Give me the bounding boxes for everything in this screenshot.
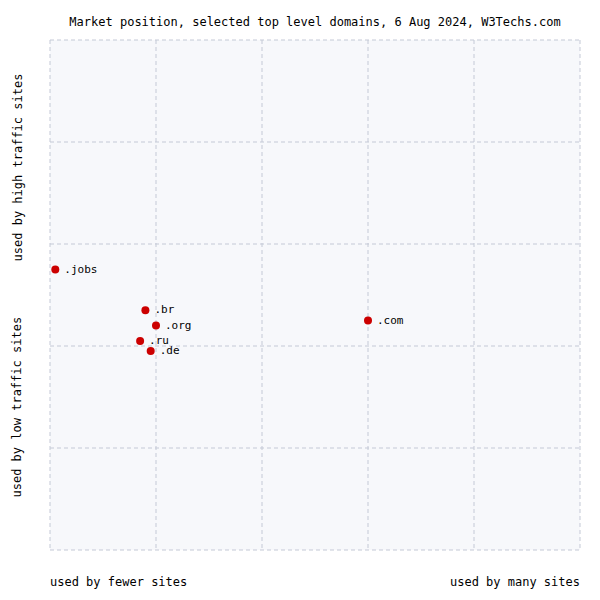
point-label: .de — [160, 344, 180, 357]
point-label: .br — [154, 303, 174, 316]
grid-line-y — [50, 40, 580, 41]
title: Market position, selected top level doma… — [69, 15, 560, 29]
grid-line-y — [50, 142, 580, 143]
point — [364, 317, 372, 325]
grid — [50, 40, 580, 550]
grid-line-x — [156, 40, 157, 550]
point-labels: .jobs.br.org.ru.de.com — [64, 263, 404, 358]
grid-line-x — [50, 40, 51, 550]
chart: .jobs.br.org.ru.de.comMarket position, s… — [0, 0, 600, 600]
grid-line-x — [262, 40, 263, 550]
point — [152, 322, 160, 330]
point-label: .com — [377, 314, 404, 327]
point — [136, 337, 144, 345]
x-label-right: used by many sites — [450, 575, 580, 589]
grid-line-y — [50, 244, 580, 245]
point — [147, 347, 155, 355]
y-label-bottom: used by low traffic sites — [11, 317, 25, 498]
grid-line-y — [50, 550, 580, 551]
point-label: .org — [165, 319, 192, 332]
grid-line-y — [50, 448, 580, 449]
point — [51, 266, 59, 274]
grid-line-x — [474, 40, 475, 550]
grid-line-x — [580, 40, 581, 550]
point — [141, 306, 149, 314]
plot-area — [50, 40, 580, 550]
point-label: .jobs — [64, 263, 97, 276]
x-label-left: used by fewer sites — [50, 575, 187, 589]
y-label-top: used by high traffic sites — [11, 74, 25, 262]
grid-line-x — [368, 40, 369, 550]
grid-line-y — [50, 346, 580, 347]
points — [51, 266, 372, 356]
